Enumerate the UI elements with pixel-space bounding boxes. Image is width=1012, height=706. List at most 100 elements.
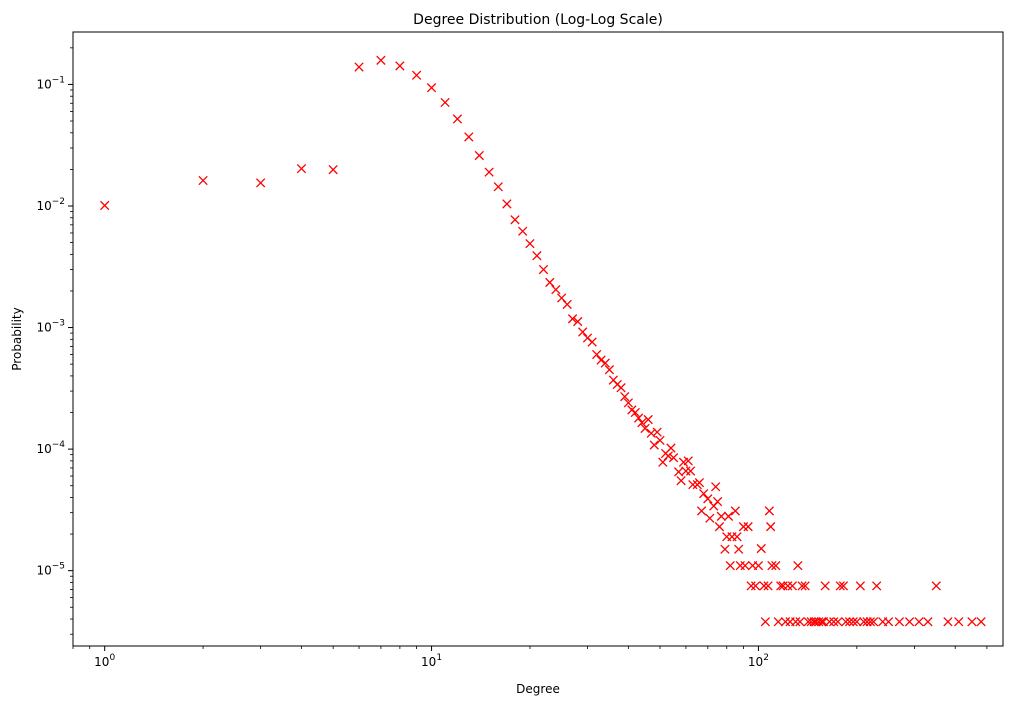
data-point <box>596 355 606 365</box>
data-point <box>716 511 726 521</box>
y-tick-label: 10−3 <box>36 319 65 335</box>
data-point <box>600 358 610 368</box>
data-point <box>633 413 644 423</box>
data-point <box>198 175 208 186</box>
data-point <box>440 97 450 108</box>
y-axis: 10−5 10−4 10−3 10−2 10−1 <box>36 47 73 635</box>
data-point <box>759 581 769 591</box>
data-point <box>620 392 630 402</box>
data-point <box>976 617 986 627</box>
data-point <box>829 617 839 627</box>
data-point <box>703 494 713 504</box>
data-point <box>696 506 707 516</box>
data-point <box>766 522 776 532</box>
data-point <box>773 617 783 627</box>
data-point <box>694 477 705 488</box>
data-point <box>484 167 494 177</box>
data-point <box>771 560 781 571</box>
data-point <box>734 544 744 554</box>
data-point <box>714 522 725 532</box>
data-point <box>328 165 338 175</box>
data-point <box>859 617 869 627</box>
data-point <box>525 238 535 249</box>
data-point <box>835 581 845 591</box>
data-point <box>767 560 777 571</box>
data-point <box>824 617 835 627</box>
data-point <box>814 617 824 627</box>
data-point <box>931 581 941 591</box>
data-point <box>296 163 307 174</box>
data-point <box>510 215 520 225</box>
data-point <box>833 617 843 627</box>
data-point <box>532 251 542 261</box>
data-point <box>587 337 597 347</box>
data-point <box>666 443 676 453</box>
data-point <box>452 114 463 124</box>
data-point <box>255 178 266 188</box>
y-tick-label: 10−2 <box>36 197 65 213</box>
data-point <box>865 617 876 627</box>
data-point <box>395 61 405 71</box>
data-point <box>943 617 953 627</box>
data-point <box>764 506 775 516</box>
data-point <box>923 617 933 627</box>
data-point <box>855 581 865 591</box>
data-point <box>655 435 665 446</box>
y-tick-label: 10−5 <box>36 562 65 578</box>
data-point <box>763 581 773 591</box>
data-point <box>640 423 650 434</box>
data-point <box>616 383 626 393</box>
data-point <box>474 150 484 161</box>
data-point <box>914 617 924 627</box>
data-point <box>354 62 364 72</box>
data-point <box>868 617 879 627</box>
data-point <box>567 314 578 324</box>
data-point <box>783 581 793 591</box>
data-point <box>904 617 915 627</box>
data-point <box>683 456 693 466</box>
data-point <box>643 414 653 425</box>
data-point <box>841 617 851 627</box>
data-point <box>685 466 696 476</box>
data-point <box>894 617 905 627</box>
y-tick-label: 10−1 <box>36 75 65 91</box>
data-point <box>562 299 572 310</box>
data-point <box>712 496 723 507</box>
data-point <box>551 284 561 295</box>
data-point <box>844 617 855 627</box>
data-point <box>753 560 764 571</box>
data-point <box>743 522 753 532</box>
data-point <box>688 479 698 490</box>
data-point <box>872 581 882 591</box>
data-point <box>852 617 862 627</box>
data-point <box>848 617 858 627</box>
data-point <box>820 581 830 591</box>
data-point <box>426 83 437 93</box>
data-point <box>705 513 715 523</box>
data-point <box>720 544 730 554</box>
data-point <box>676 476 686 486</box>
data-point <box>883 617 894 627</box>
data-point <box>750 581 761 591</box>
y-tick-label: 10−4 <box>36 440 65 456</box>
data-point <box>100 200 110 211</box>
data-point <box>791 617 801 627</box>
data-point <box>545 277 555 288</box>
data-point <box>649 440 659 450</box>
data-point <box>711 482 721 492</box>
data-point <box>725 560 735 571</box>
data-point <box>668 453 679 463</box>
data-point <box>838 581 849 591</box>
data-point <box>740 560 750 571</box>
x-tick-label: 101 <box>421 653 442 669</box>
data-point <box>464 132 474 142</box>
x-axis-label: Degree <box>516 682 560 696</box>
data-point <box>732 532 742 542</box>
data-point <box>518 226 528 236</box>
data-point <box>954 617 964 627</box>
data-point <box>967 617 977 627</box>
data-point <box>795 617 805 627</box>
data-point <box>699 488 709 499</box>
